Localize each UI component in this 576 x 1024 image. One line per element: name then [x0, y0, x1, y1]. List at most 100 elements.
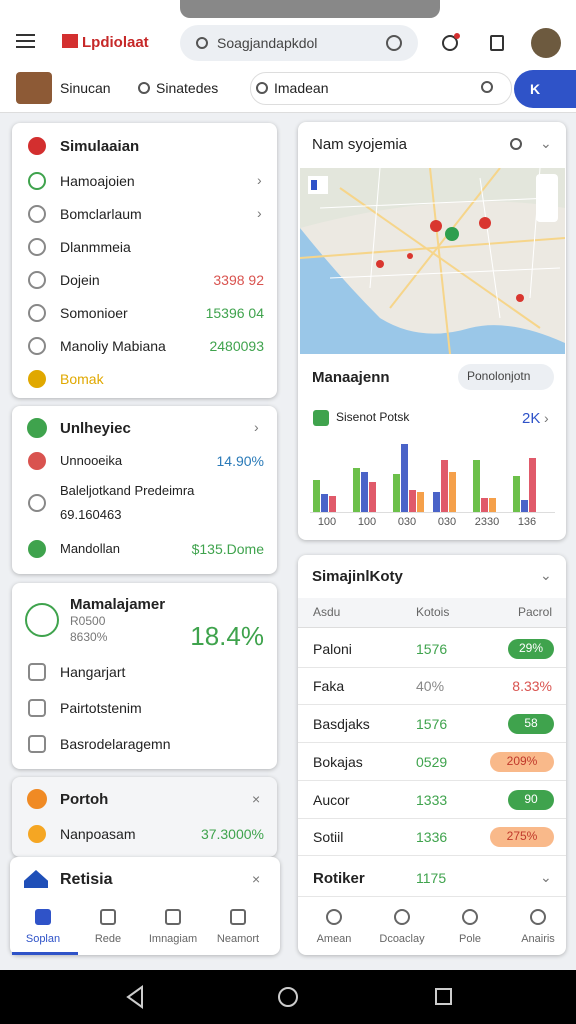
- notif-dot: [454, 33, 460, 39]
- nav-label[interactable]: Pole: [458, 933, 482, 945]
- table-header: Pacrol: [517, 605, 552, 619]
- row-label[interactable]: Hamoajoien: [60, 173, 135, 189]
- notif-icon: [442, 35, 458, 51]
- tab-thumb: [16, 72, 52, 104]
- cell[interactable]: Sotiil: [313, 829, 344, 845]
- row-value: 2K: [522, 410, 541, 427]
- nav-label[interactable]: Anairis: [521, 933, 555, 945]
- bottom-sheet: [10, 857, 280, 955]
- row-icon: [28, 337, 46, 355]
- bar: [473, 460, 480, 512]
- nav-icon[interactable]: [165, 909, 181, 925]
- row-divider: [298, 855, 566, 856]
- search-text[interactable]: Soagjandapkdol: [217, 35, 318, 51]
- chevron: ⌄: [540, 567, 552, 583]
- row-label[interactable]: Nanpoasam: [60, 826, 136, 842]
- card-title: Mamalajamer: [70, 596, 166, 613]
- tab-button[interactable]: [514, 70, 576, 108]
- row-divider: [298, 704, 566, 705]
- search-action: [386, 35, 402, 51]
- chip-label[interactable]: Ponolonjotn: [467, 369, 531, 383]
- row-label[interactable]: Unnooeika: [60, 453, 123, 468]
- row-label[interactable]: Pairtotstenim: [60, 700, 142, 716]
- menu-icon[interactable]: [16, 34, 35, 48]
- bar: [409, 490, 416, 512]
- chart-baseline: [310, 512, 555, 513]
- bar: [361, 472, 368, 512]
- sheet-title: Retisia: [60, 871, 113, 888]
- bar: [321, 494, 328, 512]
- chevron: ×: [252, 791, 261, 807]
- tab[interactable]: Imadean: [274, 80, 329, 96]
- cell: 1336: [416, 829, 448, 845]
- row-divider: [298, 742, 566, 743]
- row-label[interactable]: Mandollan: [60, 541, 120, 556]
- cell: 8.33%: [512, 678, 552, 694]
- nav-label[interactable]: Neamort: [216, 933, 260, 945]
- cell[interactable]: Paloni: [313, 641, 352, 657]
- chevron: ⌄: [540, 869, 552, 885]
- bag-icon[interactable]: [490, 35, 504, 51]
- nav-label[interactable]: Amean: [316, 933, 352, 945]
- bar: [417, 492, 424, 512]
- chevron: ›: [254, 419, 259, 435]
- status-time: 12:30: [533, 0, 566, 15]
- cell[interactable]: Aucor: [313, 792, 350, 808]
- row-label[interactable]: Hangarjart: [60, 664, 126, 680]
- nav-icon: [326, 909, 342, 925]
- bar: [353, 468, 360, 512]
- nav-icon[interactable]: [100, 909, 116, 925]
- bar: [481, 498, 488, 512]
- row-label[interactable]: Somonioer: [60, 305, 128, 321]
- x-tick-label: 2330: [474, 516, 500, 528]
- bar: [401, 444, 408, 512]
- table-header: Asdu: [313, 605, 341, 619]
- bar: [329, 496, 336, 512]
- tab[interactable]: Sinatedes: [156, 80, 219, 96]
- nav-label[interactable]: Rede: [94, 933, 122, 945]
- x-tick-label: 136: [517, 516, 537, 528]
- cell[interactable]: Rotiker: [313, 870, 365, 887]
- row-divider: [298, 667, 566, 668]
- tab-button-label: K: [530, 81, 541, 97]
- row-value: 14.90%: [216, 453, 264, 469]
- row-label[interactable]: Sisenot Potsk: [336, 410, 410, 424]
- table-header: Kotois: [416, 605, 450, 619]
- nav-icon[interactable]: [35, 909, 51, 925]
- nav-label[interactable]: Dcoaclay: [379, 933, 425, 945]
- row-icon: [28, 825, 46, 843]
- bar: [313, 480, 320, 512]
- row-label[interactable]: Bomclarlaum: [60, 206, 142, 222]
- card-title: Portoh: [60, 791, 109, 808]
- bar: [489, 498, 496, 512]
- nav-label[interactable]: Imnagiam: [148, 933, 198, 945]
- row-label[interactable]: Baleljotkand Predeimra: [60, 483, 195, 498]
- cell[interactable]: Faka: [313, 678, 345, 694]
- chevron: ›: [257, 172, 262, 188]
- card-title: Unlheyiec: [60, 420, 131, 437]
- row-value: 37.3000%: [200, 826, 264, 842]
- nav-indicator: [12, 952, 78, 955]
- row-label[interactable]: Basrodelaragemn: [60, 736, 171, 752]
- cell[interactable]: Bokajas: [313, 754, 363, 770]
- tabs-search: [250, 72, 512, 105]
- row-label[interactable]: Dlanmmeia: [60, 239, 131, 255]
- nav-icon[interactable]: [230, 909, 246, 925]
- search-box[interactable]: [180, 25, 418, 61]
- row-icon: [28, 271, 46, 289]
- system-nav-icons: [126, 985, 452, 1009]
- tabs-search-icon: [481, 81, 493, 93]
- nav-label[interactable]: Soplan: [25, 933, 61, 945]
- pill-label: 275%: [506, 829, 538, 843]
- row-label[interactable]: Manoliy Mabiana: [60, 338, 166, 354]
- row-label[interactable]: Dojein: [60, 272, 100, 288]
- row-value: $135.Dome: [191, 541, 264, 557]
- map: [300, 168, 565, 354]
- cell[interactable]: Basdjaks: [313, 716, 370, 732]
- card-sub: 8630%: [70, 630, 108, 644]
- search-icon: [510, 138, 522, 150]
- tab[interactable]: Sinucan: [60, 80, 111, 96]
- chip[interactable]: [458, 364, 554, 390]
- row-label[interactable]: Bomak: [60, 371, 104, 387]
- avatar[interactable]: [531, 28, 561, 58]
